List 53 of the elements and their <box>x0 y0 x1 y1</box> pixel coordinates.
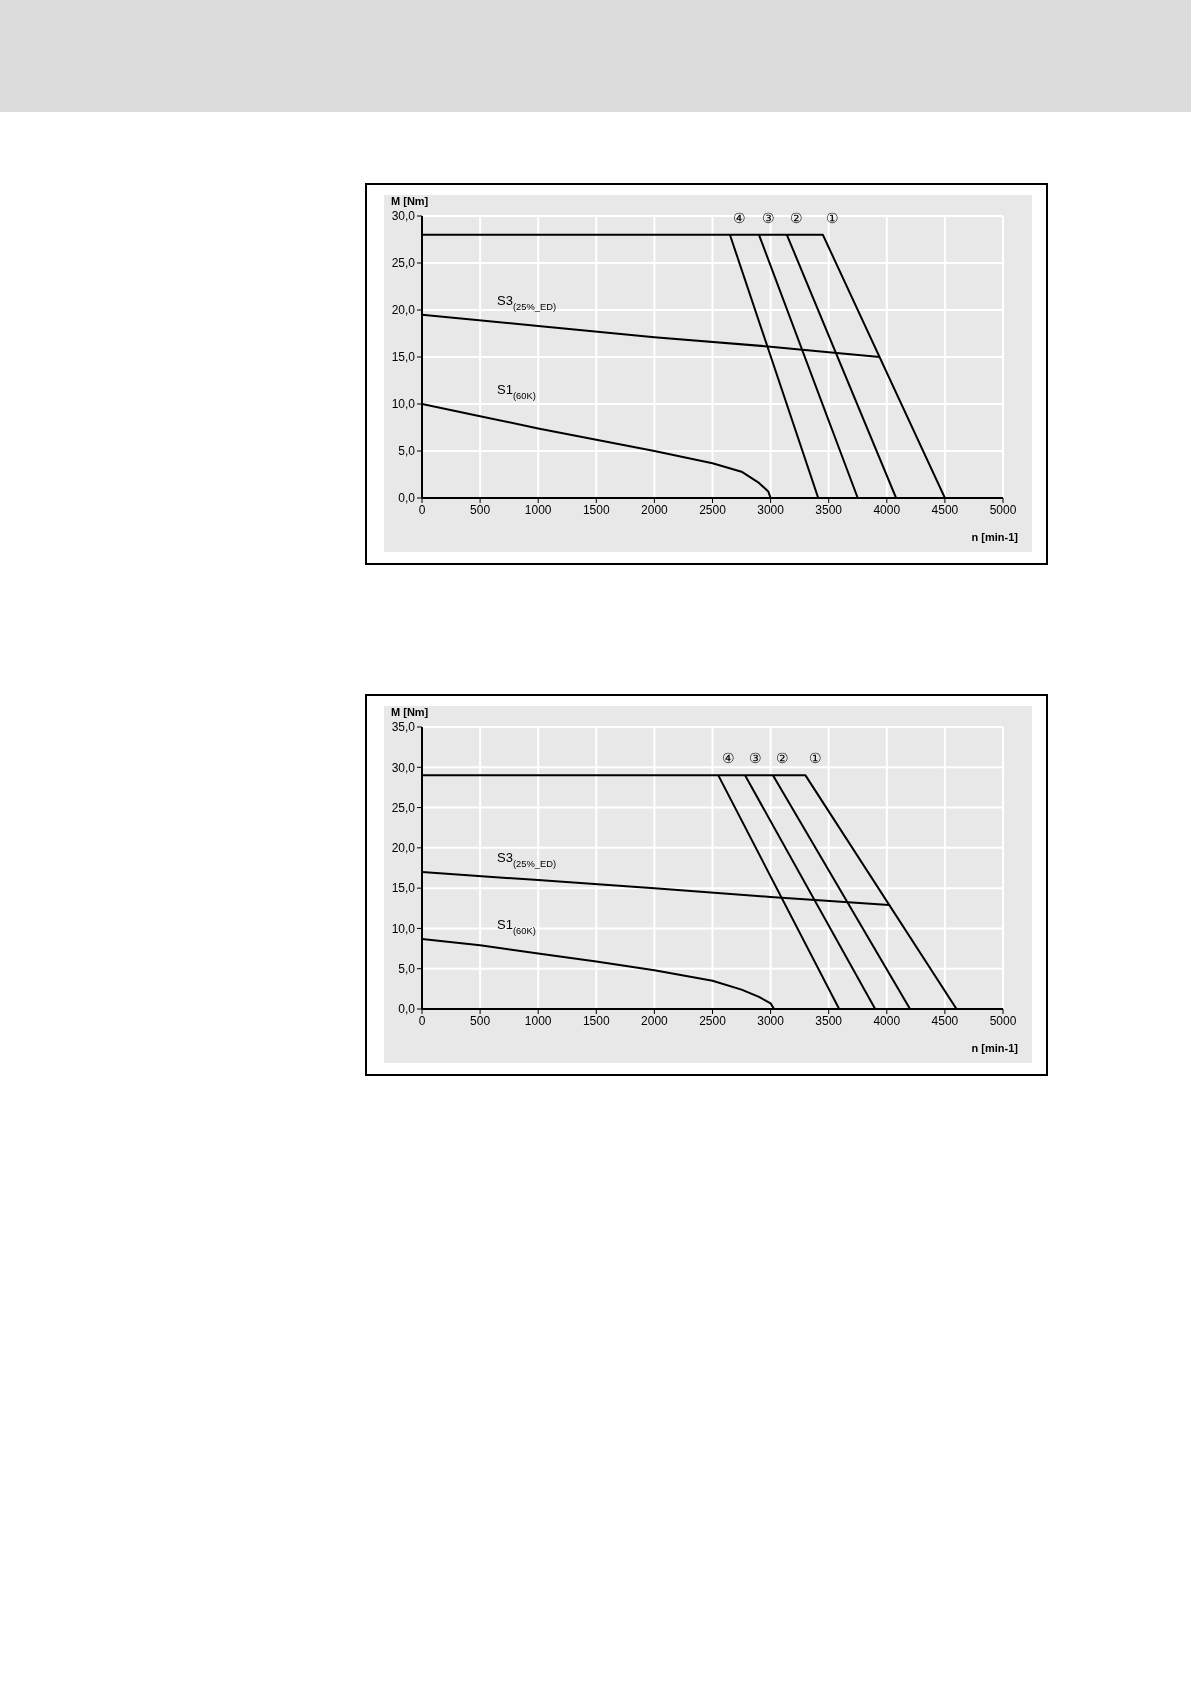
x-tick-label: 500 <box>470 1013 491 1028</box>
y-tick-label: 30,0 <box>391 760 416 775</box>
x-tick-label: 1000 <box>524 502 552 517</box>
x-axis-title: n [min-1] <box>971 1042 1018 1054</box>
y-tick-label: 5,0 <box>398 444 416 459</box>
y-tick-label: 20,0 <box>391 303 416 318</box>
x-axis-title: n [min-1] <box>971 531 1018 543</box>
x-tick-label: 2500 <box>699 1013 727 1028</box>
x-tick-label: 4500 <box>931 502 959 517</box>
y-axis-title: M [Nm] <box>391 195 429 207</box>
y-tick-label: 35,0 <box>391 720 416 735</box>
x-tick-label: 3000 <box>757 502 785 517</box>
series-label: ③ <box>748 750 762 767</box>
series-label: ③ <box>762 209 776 226</box>
x-tick-label: 0 <box>418 1013 426 1028</box>
series-label: ④ <box>721 750 735 767</box>
x-tick-label: 0 <box>418 502 426 517</box>
x-tick-label: 2500 <box>699 502 727 517</box>
y-tick-label: 5,0 <box>398 961 416 976</box>
x-tick-label: 1000 <box>524 1013 552 1028</box>
series-label: S1$_{(60K)}$ <box>497 382 536 401</box>
y-tick-label: 30,0 <box>391 209 416 224</box>
x-tick-label: 2000 <box>641 502 669 517</box>
x-tick-label: 4000 <box>873 502 901 517</box>
series-label: S1$_{(60K)}$ <box>497 916 536 936</box>
x-tick-label: 3500 <box>815 502 843 517</box>
y-tick-label: 15,0 <box>391 881 416 896</box>
x-tick-label: 4000 <box>873 1013 901 1028</box>
x-tick-label: 4500 <box>931 1013 959 1028</box>
x-tick-label: 2000 <box>641 1013 669 1028</box>
x-tick-label: 5000 <box>989 502 1017 517</box>
series-label: ② <box>776 750 790 767</box>
y-tick-label: 0,0 <box>398 1002 416 1017</box>
x-tick-label: 3000 <box>757 1013 785 1028</box>
y-tick-label: 25,0 <box>391 800 416 815</box>
y-tick-label: 15,0 <box>391 350 416 365</box>
x-tick-label: 1500 <box>582 502 610 517</box>
series-label: S3$_{(25%_ED)}$ <box>497 850 557 870</box>
series-label: ④ <box>733 209 747 226</box>
series-label: ① <box>826 209 840 226</box>
y-tick-label: 0,0 <box>398 491 416 506</box>
y-tick-label: 10,0 <box>391 921 416 936</box>
x-tick-label: 5000 <box>989 1013 1017 1028</box>
series-label: S3$_{(25%_ED)}$ <box>497 292 557 312</box>
y-axis-title: M [Nm] <box>391 706 429 718</box>
y-tick-label: 10,0 <box>391 397 416 412</box>
series-label: ② <box>790 209 804 226</box>
y-tick-label: 25,0 <box>391 256 416 271</box>
x-tick-label: 1500 <box>582 1013 610 1028</box>
x-tick-label: 500 <box>470 502 491 517</box>
y-tick-label: 20,0 <box>391 841 416 856</box>
x-tick-label: 3500 <box>815 1013 843 1028</box>
series-label: ① <box>808 750 822 767</box>
